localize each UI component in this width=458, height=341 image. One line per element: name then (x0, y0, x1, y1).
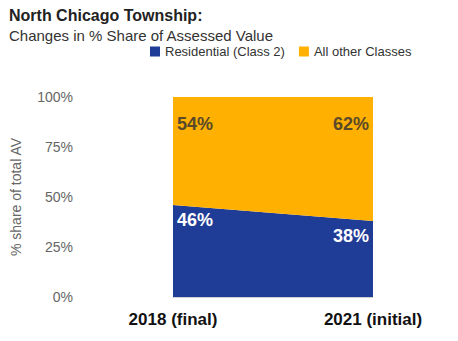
svg-text:0%: 0% (53, 289, 73, 305)
svg-text:46%: 46% (177, 210, 213, 230)
svg-text:100%: 100% (37, 89, 73, 105)
svg-text:75%: 75% (45, 139, 73, 155)
svg-text:All other Classes: All other Classes (314, 44, 412, 59)
svg-text:2021 (initial): 2021 (initial) (324, 310, 422, 329)
svg-text:62%: 62% (333, 114, 369, 134)
svg-text:25%: 25% (45, 239, 73, 255)
svg-text:2018 (final): 2018 (final) (129, 310, 218, 329)
svg-text:50%: 50% (45, 189, 73, 205)
svg-text:% share of total AV: % share of total AV (8, 137, 24, 256)
svg-text:38%: 38% (333, 226, 369, 246)
svg-text:Changes in % Share of Assessed: Changes in % Share of Assessed Value (9, 27, 273, 44)
svg-text:North Chicago Township:: North Chicago Township: (9, 7, 202, 24)
svg-text:54%: 54% (177, 114, 213, 134)
svg-text:Residential (Class 2): Residential (Class 2) (165, 44, 285, 59)
